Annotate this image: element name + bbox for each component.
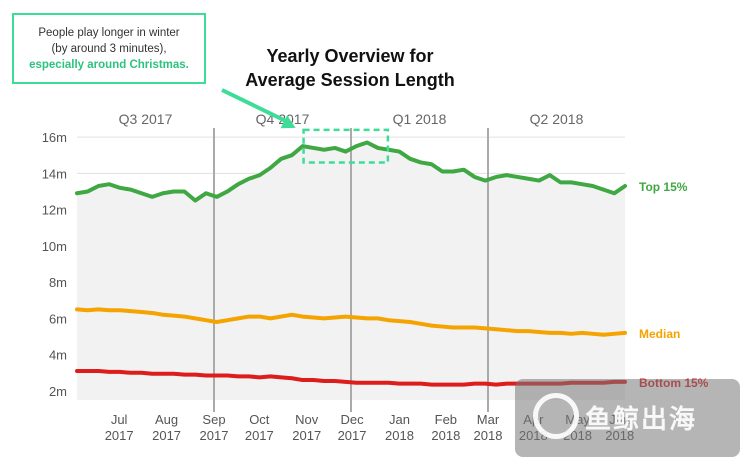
y-tick-label: 2m	[49, 384, 67, 399]
x-tick-month: Sep	[202, 412, 225, 427]
y-tick-label: 4m	[49, 348, 67, 363]
x-tick-year: 2018	[474, 428, 503, 443]
watermark: 鱼鲸出海	[515, 379, 740, 457]
chart-title: Yearly Overview for Average Session Leng…	[225, 44, 475, 92]
quarter-label: Q3 2017	[119, 111, 173, 127]
series-labels: Top 15%MedianBottom 15%	[639, 180, 709, 390]
series-label-top-15: Top 15%	[639, 180, 688, 194]
y-tick-label: 8m	[49, 275, 67, 290]
y-tick-label: 10m	[42, 239, 67, 254]
christmas-highlight	[302, 128, 390, 164]
x-tick-month: Feb	[435, 412, 457, 427]
x-tick-year: 2017	[245, 428, 274, 443]
x-tick-year: 2018	[431, 428, 460, 443]
annotation-line-1: People play longer in winter	[38, 27, 180, 39]
x-tick-year: 2018	[385, 428, 414, 443]
arrow-head	[280, 115, 296, 129]
x-tick-year: 2017	[338, 428, 367, 443]
x-tick-month: Mar	[477, 412, 500, 427]
x-tick-month: Oct	[249, 412, 270, 427]
fish-logo-icon	[533, 393, 579, 439]
series-line-top-15	[75, 140, 627, 203]
chart-title-line-2: Average Session Length	[245, 70, 455, 90]
christmas-highlight-box	[302, 128, 390, 164]
quarter-dividers	[213, 128, 489, 412]
y-tick-label: 6m	[49, 311, 67, 326]
series-label-median: Median	[639, 327, 680, 341]
y-tick-label: 16m	[42, 130, 67, 145]
x-tick-month: Nov	[295, 412, 319, 427]
y-tick-label: 14m	[42, 166, 67, 181]
watermark-text: 鱼鲸出海	[585, 404, 698, 434]
annotation-arrow	[221, 88, 296, 129]
chart-title-line-1: Yearly Overview for	[266, 46, 434, 66]
x-tick-year: 2017	[105, 428, 134, 443]
x-tick-month: Dec	[340, 412, 364, 427]
annotation-line-2: (by around 3 minutes),	[51, 43, 167, 55]
annotation-box: People play longer in winter (by around …	[12, 13, 206, 84]
y-tick-label: 12m	[42, 203, 67, 218]
x-tick-year: 2017	[200, 428, 229, 443]
x-tick-year: 2017	[292, 428, 321, 443]
quarter-label: Q1 2018	[393, 111, 447, 127]
arrow-shaft	[221, 88, 291, 125]
x-tick-month: Jan	[389, 412, 410, 427]
x-tick-month: Jul	[111, 412, 128, 427]
quarter-labels: Q3 2017 Q4 2017 Q1 2018 Q2 2018	[119, 111, 584, 127]
x-tick-year: 2017	[152, 428, 181, 443]
x-tick-month: Aug	[155, 412, 178, 427]
quarter-label: Q2 2018	[530, 111, 584, 127]
y-axis: 2m 4m 6m 8m 10m 12m 14m 16m	[42, 130, 67, 399]
annotation-emphasis: especially around Christmas.	[29, 59, 189, 71]
series-line-median	[75, 307, 627, 337]
